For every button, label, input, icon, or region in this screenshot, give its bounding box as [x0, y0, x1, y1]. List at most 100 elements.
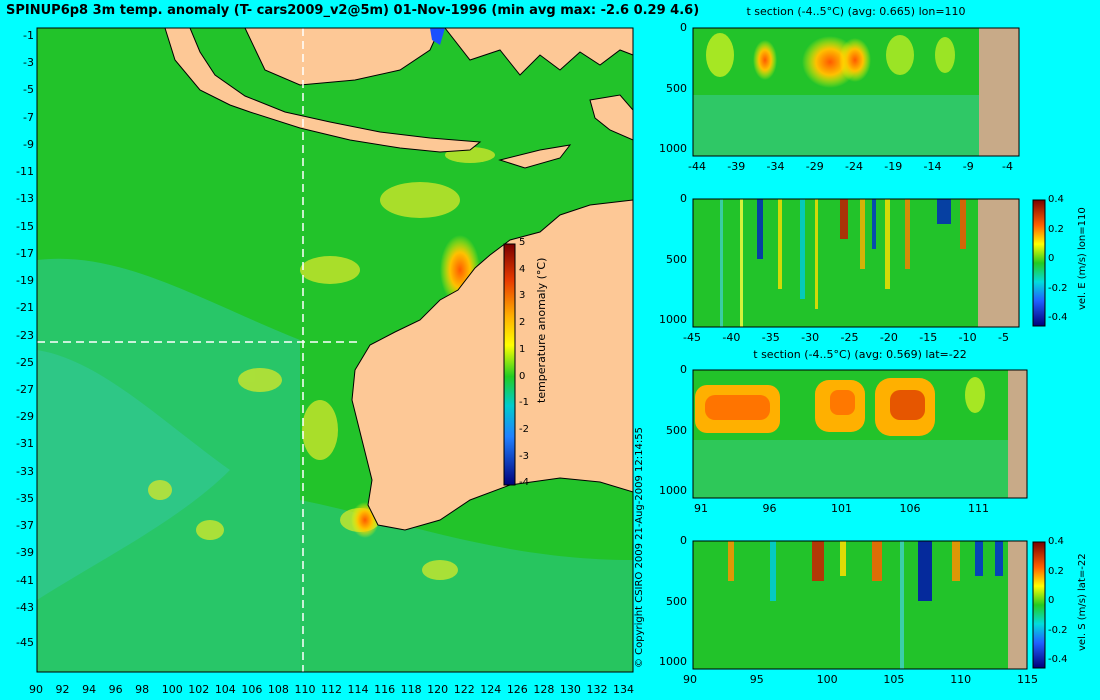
panel-2-colorbar-tick: 0.2 — [1048, 223, 1064, 235]
lat-tick-label: -19 — [16, 274, 34, 288]
lat-tick-label: -7 — [23, 110, 34, 124]
lat-tick-label: -23 — [16, 328, 34, 342]
panel-3-x-tick: 101 — [831, 502, 852, 515]
panel-2-x-tick: -45 — [683, 331, 701, 344]
lat-tick-label: -21 — [16, 301, 34, 315]
lat-tick-label: -3 — [23, 56, 34, 70]
copyright-text: © Copyright CSIRO 2009 21-Aug-2009 12:14… — [634, 427, 645, 668]
map-colorbar-tick: 4 — [519, 263, 526, 275]
panel-2-x-tick: -40 — [722, 331, 741, 344]
lon-tick-label: 134 — [613, 683, 634, 696]
panel-2-x-tick: -30 — [801, 331, 820, 344]
lat-tick-label: -35 — [16, 491, 34, 505]
panel-1-plot — [692, 27, 1020, 157]
panel-2-colorbar-tick: 0 — [1048, 253, 1055, 264]
lon-tick-label: 96 — [108, 683, 123, 696]
map-colorbar-tick: -2 — [519, 423, 529, 435]
panel-4-x-tick: 110 — [950, 673, 972, 686]
map-colorbar-tick: -3 — [519, 450, 529, 462]
lat-tick-label: -37 — [16, 519, 34, 533]
land-australia — [351, 199, 634, 531]
panel-2-x-tick: -5 — [998, 331, 1009, 344]
panel-3-x-tick: 91 — [694, 502, 708, 515]
lon-tick-label: 122 — [453, 683, 475, 696]
panel-1-x-tick: -24 — [845, 160, 863, 173]
lat-tick-label: -27 — [16, 382, 34, 396]
panel-4-x-tick: 100 — [816, 673, 838, 686]
panel-4-colorbar — [1032, 541, 1046, 669]
lat-tick-label: -29 — [16, 410, 34, 424]
lon-tick-label: 102 — [188, 683, 210, 696]
panel-2-x-tick: -25 — [840, 331, 859, 344]
panel-1-y-tick: 1000 — [659, 142, 687, 155]
panel-1-x-tick: -44 — [688, 160, 706, 173]
lon-tick-label: 114 — [347, 683, 369, 696]
panel-2-colorbar — [1032, 199, 1046, 327]
map-colorbar-tick: 1 — [519, 343, 526, 355]
panel-2-colorbar-label: vel. E (m/s) lon=110 — [1077, 207, 1088, 310]
panel-3-y-tick: 1000 — [659, 484, 687, 497]
map-colorbar-tick: 0 — [519, 370, 526, 382]
lat-tick-label: -41 — [16, 573, 34, 587]
lat-tick-label: -9 — [23, 137, 34, 151]
lon-tick-label: 104 — [214, 683, 236, 696]
panel-1-y-tick: 500 — [666, 82, 687, 95]
lon-tick-label: 116 — [374, 683, 396, 696]
lat-tick-label: -33 — [16, 464, 34, 478]
panel-1-y-tick: 0 — [680, 21, 687, 34]
panel-1-x-tick: -29 — [805, 160, 824, 173]
panel-1-x-tick: -34 — [766, 160, 785, 173]
panel-2-colorbar-tick: -0.2 — [1048, 282, 1068, 294]
panel-3-y-tick: 500 — [666, 424, 687, 437]
lat-tick-label: -17 — [16, 246, 34, 260]
land-indonesia — [164, 27, 482, 153]
lat-tick-label: -5 — [23, 83, 34, 97]
lon-tick-label: 92 — [55, 683, 70, 696]
panel-1-x-tick: -19 — [884, 160, 903, 173]
lat-tick-label: -1 — [23, 29, 34, 42]
lat-tick-label: -25 — [16, 355, 34, 369]
panel-4-colorbar-label: vel. S (m/s) lat=-22 — [1077, 553, 1088, 651]
panel-4-colorbar-tick: 0.4 — [1048, 536, 1064, 547]
panel-4-colorbar-tick: -0.4 — [1048, 654, 1068, 665]
lon-tick-label: 108 — [267, 683, 289, 696]
panel-2-x-tick: -20 — [879, 331, 898, 344]
lat-tick-label: -13 — [16, 192, 34, 206]
panel-4-colorbar-tick: 0.2 — [1048, 565, 1064, 577]
lon-tick-label: 110 — [294, 683, 316, 696]
panel-4-x-tick: 90 — [683, 673, 697, 686]
warm-eddies — [148, 147, 495, 580]
lat-tick-label: -45 — [16, 636, 34, 649]
panel-4-x-tick: 105 — [883, 673, 905, 686]
map-colorbar-tick: -1 — [519, 397, 529, 409]
panel-4-plot — [692, 540, 1028, 670]
map-colorbar — [503, 243, 516, 486]
panel-2-x-tick: -15 — [919, 331, 938, 344]
panel-2-y-tick: 500 — [666, 253, 687, 266]
panel-1-x-tick: -9 — [962, 160, 974, 173]
map-colorbar-tick: 5 — [519, 237, 526, 248]
lon-tick-label: 94 — [82, 683, 97, 696]
panel-2-y-tick: 0 — [680, 192, 687, 205]
map-title: SPINUP6p8 3m temp. anomaly (T- cars2009_… — [6, 3, 700, 18]
panel-3-x-tick: 106 — [899, 502, 921, 515]
lat-tick-label: -11 — [16, 165, 34, 179]
panel-4-colorbar-tick: 0 — [1048, 595, 1055, 606]
panel-2-plot — [692, 198, 1020, 328]
lat-tick-label: -43 — [16, 600, 34, 614]
lon-tick-label: 126 — [506, 683, 528, 696]
panel-4-y-tick: 1000 — [659, 655, 687, 668]
lon-tick-label: 120 — [427, 683, 449, 696]
panel-3-plot — [692, 369, 1028, 499]
panel-1-x-tick: -14 — [923, 160, 942, 173]
lon-tick-label: 118 — [400, 683, 422, 696]
panel-3-x-tick: 111 — [968, 502, 989, 515]
map-colorbar-label: temperature anomaly (°C) — [535, 257, 548, 403]
lon-tick-label: 124 — [480, 683, 502, 696]
map-colorbar-tick: -4 — [519, 477, 529, 489]
panel-1-x-tick: -4 — [1002, 160, 1013, 173]
panel-2-x-tick: -35 — [761, 331, 780, 344]
lat-tick-label: -31 — [16, 437, 34, 451]
lon-tick-label: 100 — [161, 683, 183, 696]
